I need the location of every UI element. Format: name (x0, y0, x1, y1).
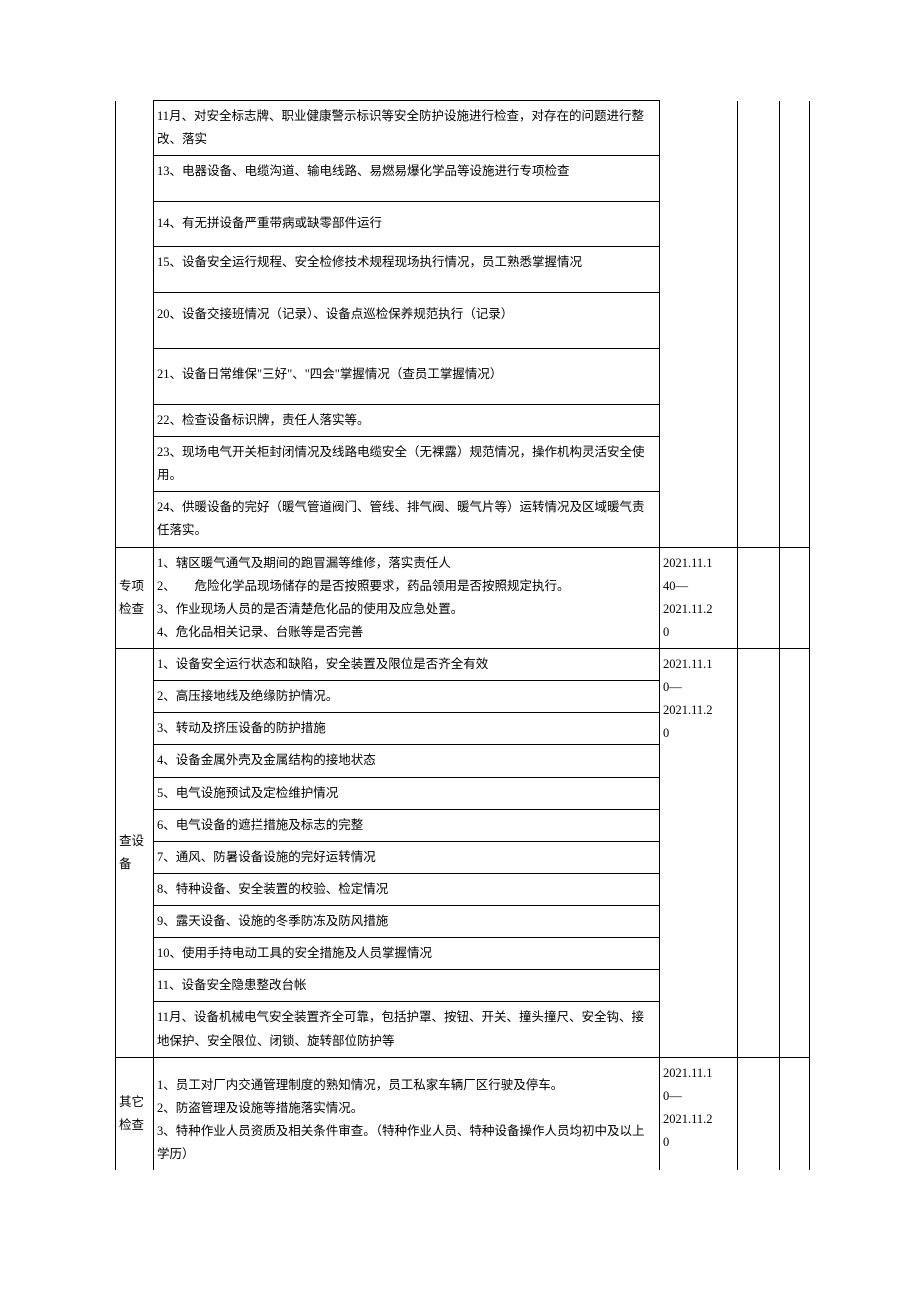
table-row: 11月、对安全标志牌、职业健康警示标识等安全防护设施进行检查，对存在的问题进行整… (116, 101, 810, 156)
content-cell: 11、设备安全隐患整改台帐 (154, 970, 660, 1002)
content-cell: 11月、对安全标志牌、职业健康警示标识等安全防护设施进行检查，对存在的问题进行整… (154, 101, 660, 156)
category-cell-other: 其它检查 (116, 1057, 154, 1170)
table-row: 其它检查 1、员工对厂内交通管理制度的熟知情况，员工私家车辆厂区行驶及停车。 2… (116, 1057, 810, 1170)
content-cell: 15、设备安全运行规程、安全检修技术规程现场执行情况，员工熟悉掌握情况 (154, 246, 660, 292)
table-row: 查设备 1、设备安全运行状态和缺陷，安全装置及限位是否齐全有效 2021.11.… (116, 649, 810, 681)
inspection-table: 11月、对安全标志牌、职业健康警示标识等安全防护设施进行检查，对存在的问题进行整… (115, 100, 810, 1170)
content-cell: 22、检查设备标识牌，责任人落实等。 (154, 404, 660, 436)
content-cell: 23、现场电气开关柜封闭情况及线路电缆安全（无裸露）规范情况，操作机构灵活安全使… (154, 437, 660, 492)
content-cell: 21、设备日常维保"三好"、"四会"掌握情况（查员工掌握情况） (154, 348, 660, 404)
content-cell: 11月、设备机械电气安全装置齐全可靠，包括护罩、按钮、开关、撞头撞尺、安全钩、接… (154, 1002, 660, 1057)
blank-cell (780, 547, 810, 649)
blank-cell (780, 101, 810, 548)
blank-cell (780, 649, 810, 1058)
blank-cell (738, 649, 780, 1058)
category-cell-equipment: 查设备 (116, 649, 154, 1058)
content-cell: 5、电气设施预试及定检维护情况 (154, 777, 660, 809)
content-cell: 9、露天设备、设施的冬季防冻及防风措施 (154, 906, 660, 938)
blank-cell (738, 1057, 780, 1170)
content-cell: 6、电气设备的遮拦措施及标志的完整 (154, 809, 660, 841)
content-cell-other: 1、员工对厂内交通管理制度的熟知情况，员工私家车辆厂区行驶及停车。 2、防盗管理… (154, 1057, 660, 1170)
content-cell: 20、设备交接班情况（记录）、设备点巡检保养规范执行（记录） (154, 292, 660, 348)
content-cell: 3、转动及挤压设备的防护措施 (154, 713, 660, 745)
content-cell-special: 1、辖区暖气通气及期间的跑冒漏等维修，落实责任人 2、 危险化学品现场储存的是否… (154, 547, 660, 649)
date-cell-other: 2021.11.10—2021.11.20 (660, 1057, 738, 1170)
content-cell: 4、设备金属外壳及金属结构的接地状态 (154, 745, 660, 777)
table-row: 专项检查 1、辖区暖气通气及期间的跑冒漏等维修，落实责任人 2、 危险化学品现场… (116, 547, 810, 649)
content-cell: 1、设备安全运行状态和缺陷，安全装置及限位是否齐全有效 (154, 649, 660, 681)
content-cell: 24、供暖设备的完好（暖气管道阀门、管线、排气阀、暖气片等）运转情况及区域暖气责… (154, 492, 660, 547)
blank-cell (780, 1057, 810, 1170)
date-cell-equipment: 2021.11.10—2021.11.20 (660, 649, 738, 1058)
content-cell: 10、使用手持电动工具的安全措施及人员掌握情况 (154, 938, 660, 970)
content-cell: 7、通风、防暑设备设施的完好运转情况 (154, 841, 660, 873)
content-cell: 2、高压接地线及绝缘防护情况。 (154, 681, 660, 713)
date-cell-blank (660, 101, 738, 548)
blank-cell (738, 101, 780, 548)
blank-cell (738, 547, 780, 649)
content-cell: 13、电器设备、电缆沟道、输电线路、易燃易爆化学品等设施进行专项检查 (154, 156, 660, 202)
content-cell: 8、特种设备、安全装置的校验、检定情况 (154, 873, 660, 905)
category-cell-blank (116, 101, 154, 548)
date-cell-special: 2021.11.140—2021.11.20 (660, 547, 738, 649)
category-cell-special: 专项检查 (116, 547, 154, 649)
content-cell: 14、有无拼设备严重带病或缺零部件运行 (154, 202, 660, 246)
